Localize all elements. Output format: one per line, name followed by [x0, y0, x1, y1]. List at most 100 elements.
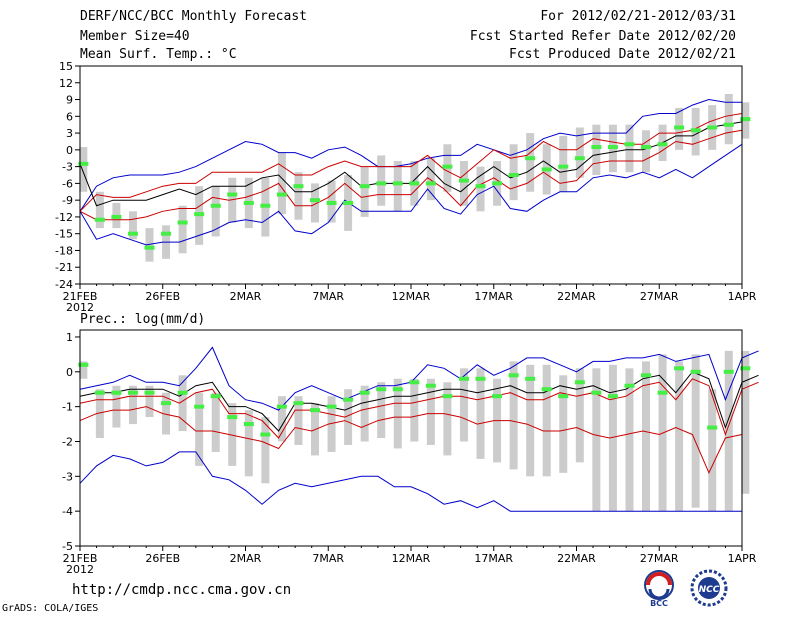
p2-obs-marker-20 — [409, 380, 420, 385]
p2-obs-marker-10 — [243, 422, 254, 427]
p2-obs-marker-14 — [310, 408, 321, 413]
p1-spread-bar-27 — [526, 133, 535, 192]
p2-obs-marker-30 — [574, 380, 585, 385]
p1-spread-bar-30 — [575, 127, 584, 178]
p2-x-tick-label-1: 26FEB — [145, 552, 180, 565]
p1-spread-bar-33 — [625, 124, 634, 173]
p1-obs-marker-10 — [243, 200, 254, 205]
p1-obs-marker-4 — [144, 245, 155, 250]
p1-obs-marker-35 — [657, 142, 668, 147]
p2-spread-bar-8 — [211, 392, 220, 452]
bcc-logo: BCC — [644, 570, 674, 608]
p1-x-tick-label-6: 22MAR — [557, 290, 596, 303]
p2-obs-marker-11 — [260, 432, 271, 437]
p1-obs-marker-16 — [343, 200, 354, 205]
p1-obs-marker-8 — [210, 203, 221, 208]
p2-spread-bar-27 — [526, 364, 535, 477]
p2-spread-bar-23 — [459, 368, 468, 442]
p1-y-tick-label-0: -24 — [55, 278, 73, 291]
member-size-label: Member Size=40 — [80, 29, 190, 44]
p2-spread-bar-32 — [608, 364, 617, 512]
p2-obs-marker-0 — [78, 362, 89, 367]
p1-spread-bar-12 — [277, 152, 286, 215]
p2-obs-marker-24 — [475, 376, 486, 381]
p2-obs-marker-21 — [425, 383, 436, 388]
p1-obs-marker-29 — [558, 164, 569, 169]
p1-obs-marker-15 — [326, 200, 337, 205]
p1-obs-marker-3 — [127, 231, 138, 236]
p2-obs-marker-9 — [227, 415, 238, 420]
p1-obs-marker-20 — [409, 181, 420, 186]
p1-spread-bar-3 — [128, 211, 137, 240]
p1-spread-bar-24 — [476, 166, 485, 212]
variable-label: Mean Surf. Temp.: °C — [80, 47, 237, 62]
p1-obs-marker-37 — [690, 128, 701, 133]
p2-obs-marker-5 — [161, 401, 172, 406]
p2-obs-marker-36 — [674, 366, 685, 371]
p1-spread-bar-1 — [95, 191, 104, 229]
p1-spread-bar-34 — [642, 130, 651, 173]
p1-spread-bar-18 — [377, 155, 386, 206]
p2-y-tick-label-3: -2 — [62, 435, 73, 448]
p2-spread-bar-26 — [509, 361, 518, 470]
p2-spread-bar-18 — [377, 382, 386, 438]
p2-line-p90 — [79, 406, 743, 475]
p1-obs-marker-32 — [607, 145, 618, 150]
p2-x-tick-label-2: 2MAR — [230, 552, 262, 565]
p1-obs-marker-2 — [111, 214, 122, 219]
p2-spread-bar-17 — [360, 385, 369, 442]
source-url[interactable]: http://cmdp.ncc.cma.gov.cn — [72, 582, 292, 598]
p2-spread-bar-40 — [741, 350, 750, 494]
p1-obs-marker-12 — [276, 192, 287, 197]
p2-obs-marker-33 — [624, 383, 635, 388]
p2-obs-marker-6 — [177, 390, 188, 395]
p2-obs-marker-27 — [525, 376, 536, 381]
p2-obs-marker-35 — [657, 390, 668, 395]
p2-obs-marker-4 — [144, 390, 155, 395]
p2-y-tick-label-2: -3 — [62, 470, 73, 483]
p1-spread-bar-17 — [360, 166, 369, 217]
p1-x-tick-label-8: 1APR — [728, 290, 757, 303]
p1-obs-marker-13 — [293, 184, 304, 189]
p1-spread-bar-23 — [459, 161, 468, 206]
p1-line-max — [79, 98, 742, 212]
p1-obs-marker-9 — [227, 192, 238, 197]
p1-spread-bar-31 — [592, 124, 601, 175]
p1-y-tick-label-4: -12 — [55, 211, 73, 224]
p1-obs-marker-28 — [541, 167, 552, 172]
p2-spread-bar-10 — [244, 410, 253, 477]
p2-spread-bar-11 — [261, 417, 270, 484]
p2-spread-bar-20 — [410, 378, 419, 442]
p2-title: Prec.: log(mm/d) — [80, 312, 205, 327]
p1-obs-marker-34 — [641, 145, 652, 150]
p1-obs-marker-40 — [740, 117, 751, 122]
p1-spread-bar-19 — [393, 161, 402, 212]
p1-spread-bar-39 — [724, 93, 733, 145]
p2-obs-marker-12 — [276, 404, 287, 409]
p1-obs-marker-0 — [78, 161, 89, 166]
p2-obs-marker-19 — [392, 387, 403, 392]
p2-x-tick-label-3: 7MAR — [312, 552, 344, 565]
p1-y-tick-label-12: 12 — [59, 77, 73, 90]
p2-spread-bar-3 — [128, 385, 137, 425]
p1-spread-bar-29 — [559, 135, 568, 192]
p2-spread-bar-6 — [178, 375, 187, 432]
p2-x-tick-label-0: 21FEB — [63, 552, 98, 565]
p2-y-tick-label-6: 1 — [66, 331, 73, 344]
p2-line-p10 — [79, 378, 759, 439]
p1-y-tick-label-7: -3 — [62, 161, 73, 174]
p1-spread-bar-8 — [211, 186, 220, 237]
p2-spread-bar-4 — [145, 385, 154, 418]
p1-spread-bar-0 — [79, 147, 88, 192]
p1-obs-marker-14 — [310, 198, 321, 203]
p2-line-min — [79, 346, 759, 411]
p1-y-tick-label-5: -9 — [62, 194, 73, 207]
p2-spread-bar-12 — [277, 396, 286, 442]
p1-obs-marker-25 — [492, 181, 503, 186]
p2-obs-marker-15 — [326, 404, 337, 409]
p1-obs-marker-24 — [475, 184, 486, 189]
p2-spread-bar-38 — [708, 389, 717, 512]
p1-obs-marker-39 — [723, 122, 734, 127]
p1-obs-marker-30 — [574, 156, 585, 161]
p1-obs-marker-31 — [591, 145, 602, 150]
